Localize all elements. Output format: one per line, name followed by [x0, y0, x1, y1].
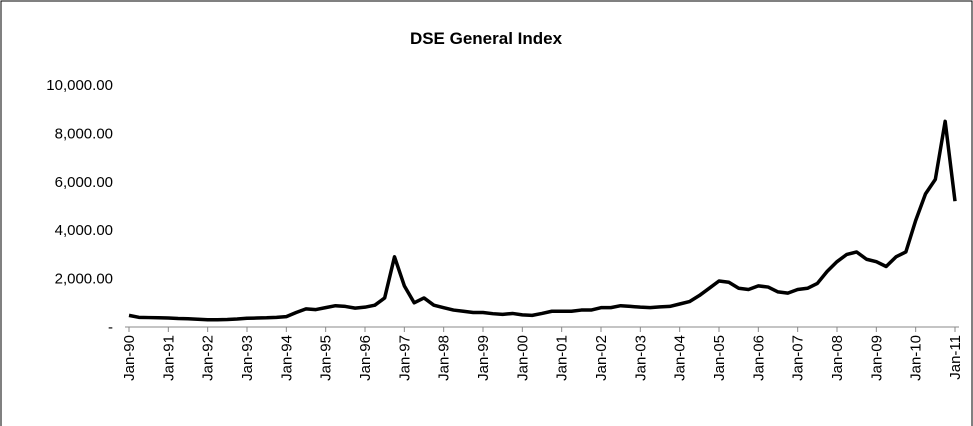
y-tick-label: 2,000.00	[55, 271, 113, 288]
y-tick-label: 4,000.00	[55, 222, 113, 239]
x-tick-label: Jan-90	[121, 335, 138, 381]
x-tick-label: Jan-05	[711, 335, 728, 381]
y-tick-label: 6,000.00	[55, 174, 113, 191]
x-tick-label: Jan-11	[947, 335, 964, 380]
x-tick-label: Jan-10	[908, 335, 925, 381]
x-tick-label: Jan-99	[475, 335, 492, 381]
x-tick-label: Jan-07	[790, 335, 807, 381]
x-tick-label: Jan-94	[278, 335, 295, 381]
x-tick-label: Jan-95	[318, 335, 335, 381]
x-tick-label: Jan-03	[632, 335, 649, 381]
x-tick-label: Jan-98	[436, 335, 453, 381]
x-tick-label: Jan-08	[829, 335, 846, 381]
x-tick-label: Jan-04	[672, 335, 689, 381]
x-tick-label: Jan-02	[593, 335, 610, 381]
x-tick-label: Jan-01	[554, 335, 571, 381]
chart-title: DSE General Index	[410, 29, 563, 48]
y-tick-label: 10,000.00	[46, 77, 113, 94]
y-tick-label: 8,000.00	[55, 125, 113, 142]
y-tick-label: -	[108, 319, 113, 336]
x-tick-label: Jan-06	[750, 335, 767, 381]
x-tick-label: Jan-93	[239, 335, 256, 381]
x-tick-label: Jan-97	[396, 335, 413, 381]
line-series	[128, 119, 957, 322]
x-tick-label: Jan-91	[160, 335, 177, 381]
x-tick-label: Jan-92	[200, 335, 217, 381]
x-tick-label: Jan-09	[868, 335, 885, 381]
x-tick-label: Jan-00	[514, 335, 531, 381]
x-tick-label: Jan-96	[357, 335, 374, 381]
